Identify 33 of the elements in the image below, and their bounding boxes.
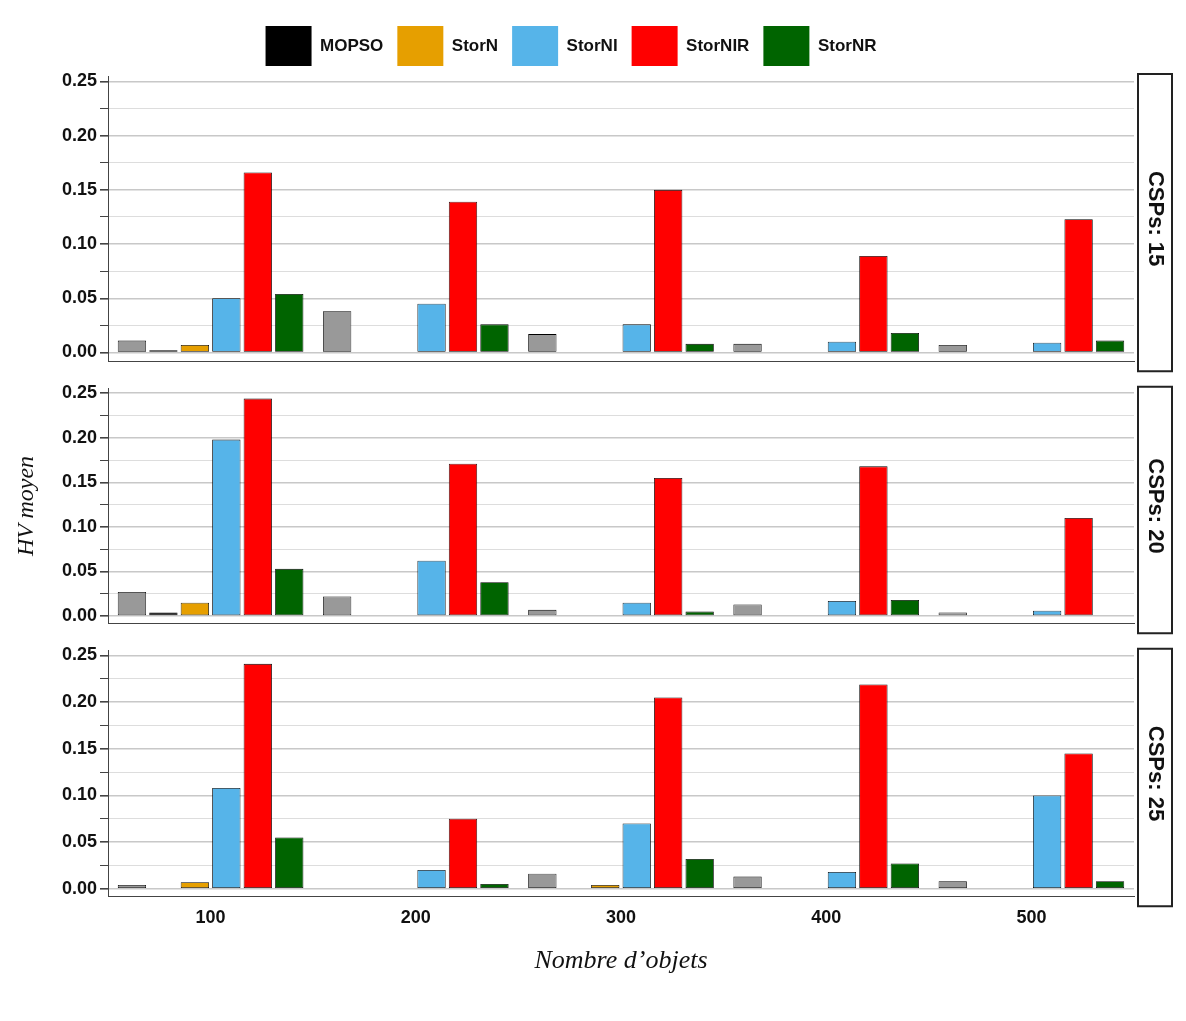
legend-label: StorN (451, 35, 499, 55)
y-tick-label: 0.05 (61, 560, 97, 581)
y-axis-title: HV moyen (11, 455, 38, 558)
y-tick-label: 0.25 (61, 382, 97, 403)
y-tick-label: 0.00 (61, 341, 97, 362)
x-axis-title: Nombre d’objets (533, 945, 708, 975)
text: CSPs: 25 (1143, 725, 1169, 822)
x-tick-label: 200 (400, 906, 431, 927)
y-tick-label: 0.15 (61, 471, 97, 492)
y-tick-label: 0.00 (61, 605, 97, 626)
y-tick-label: 0.10 (61, 515, 97, 536)
y-tick-label: 0.20 (61, 691, 97, 712)
x-tick-label: 400 (811, 906, 842, 927)
x-tick-label: 100 (195, 906, 226, 927)
text: CSPs: 20 (1143, 458, 1169, 554)
x-tick-label: 500 (1016, 906, 1047, 927)
legend-label: StorNR (817, 35, 877, 55)
y-tick-label: 0.05 (61, 831, 97, 852)
y-tick-label: 0.15 (61, 737, 97, 758)
legend-label: MOPSO (320, 35, 384, 55)
x-tick-label: 300 (605, 906, 637, 927)
legend-label: StorNI (566, 35, 618, 55)
y-tick-label: 0.05 (61, 287, 97, 308)
y-tick-label: 0.20 (61, 124, 97, 145)
y-tick-label: 0.00 (61, 877, 97, 898)
y-tick-label: 0.20 (61, 426, 97, 447)
y-tick-label: 0.15 (61, 178, 97, 199)
y-tick-label: 0.10 (61, 233, 97, 254)
y-tick-label: 0.25 (61, 70, 97, 91)
y-tick-label: 0.10 (61, 784, 97, 805)
y-tick-label: 0.25 (61, 644, 97, 665)
text: CSPs: 15 (1143, 170, 1169, 267)
legend-label: StorNIR (686, 35, 750, 55)
